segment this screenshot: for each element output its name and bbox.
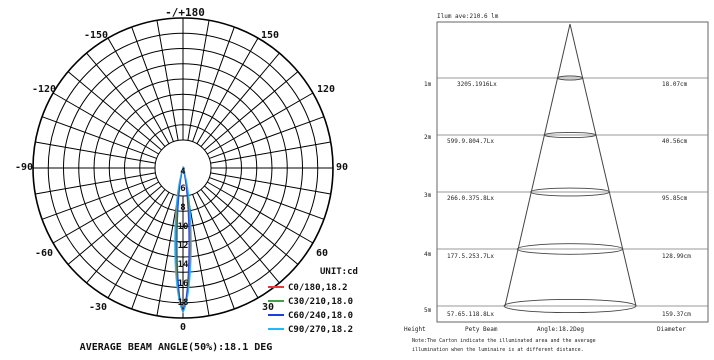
row-height-4: 4m [424, 251, 432, 258]
note-line-1: Note:The Carton indicate the illuminated… [412, 338, 596, 344]
angle-label-left: -90 [15, 162, 33, 173]
footer-angle: Angle:18.2Deg [537, 326, 584, 333]
cone-ellipse [516, 243, 624, 255]
cone-frame [436, 21, 709, 323]
radial-label-5: 14 [178, 260, 189, 270]
grid-spoke [200, 52, 280, 147]
grid-spoke [209, 116, 325, 159]
cone-border [436, 21, 709, 323]
angle-label-mid-upper-right: 120 [317, 84, 335, 95]
row-illuminance-3: 266.0.375.8Lx [447, 195, 494, 202]
angle-label-mid-upper-left: -120 [32, 84, 56, 95]
angle-label-top: -/+180 [165, 6, 205, 19]
grid-spoke [200, 189, 280, 284]
grid-spoke [210, 172, 331, 195]
footer-height: Height [404, 326, 426, 333]
grid-spoke [196, 191, 259, 299]
grid-spoke [156, 20, 179, 141]
radial-label-1: 6 [180, 184, 185, 194]
row-illuminance-5: 57.65.118.8Lx [447, 311, 494, 318]
row-illuminance-1: 3205.1916Lx [457, 81, 497, 88]
grid-spoke [35, 141, 156, 164]
angle-label-bottom-right: 30 [262, 302, 274, 313]
radial-label-6: 16 [178, 279, 189, 289]
row-diameter-4: 128.99cm [662, 253, 691, 260]
grid-spoke [107, 37, 170, 145]
grid-spoke [131, 26, 174, 142]
row-illuminance-2: 599.9.804.7Lx [447, 138, 494, 145]
light-distribution-curves [174, 165, 192, 314]
radial-label-4: 12 [178, 241, 189, 251]
beam-angle-caption: AVERAGE BEAM ANGLE(50%):18.1 DEG [80, 342, 273, 353]
legend-label-c30: C30/210,18.0 [288, 297, 353, 307]
angle-label-bottom: 0 [180, 322, 186, 333]
grid-spoke [35, 172, 156, 195]
grid-spoke [187, 195, 210, 316]
grid-spoke [187, 20, 210, 141]
grid-spoke [86, 189, 166, 284]
cone-ellipse [543, 131, 597, 139]
row-diameter-5: 159.37cm [662, 311, 691, 318]
row-height-1: 1m [424, 81, 432, 88]
legend-label-c60: C60/240,18.0 [288, 311, 353, 321]
cone-ellipse [530, 187, 610, 197]
angle-label-bottom-left: -30 [89, 302, 107, 313]
cone-ellipse [503, 298, 637, 314]
grid-spoke [192, 194, 235, 310]
grid-spoke [41, 116, 157, 159]
legend-label-c0: C0/180,18.2 [288, 283, 348, 293]
radial-label-0: 4 [180, 167, 186, 177]
cone-header: Ilum ave:210.6 lm [437, 13, 499, 20]
unit-label: UNIT:cd [320, 267, 358, 277]
grid-spoke [192, 26, 235, 142]
grid-spoke [67, 71, 162, 151]
grid-spoke [52, 92, 160, 155]
cone-edge-left [504, 23, 571, 307]
note-line-2: illumination when the luminaire is at di… [412, 347, 584, 353]
footer-beam: Pety Beam [465, 326, 498, 333]
grid-spoke [196, 37, 259, 145]
legend-label-c90: C90/270,18.2 [288, 325, 353, 335]
grid-spoke [107, 191, 170, 299]
polar-grid [32, 17, 334, 319]
grid-spoke [41, 177, 157, 220]
row-diameter-2: 40.56cm [662, 138, 688, 145]
polar-candela-diagram: -/+180 -150 150 -120 120 -90 90 -60 60 -… [15, 6, 358, 353]
row-diameter-1: 18.07cm [662, 81, 688, 88]
cone-ellipse [556, 75, 584, 81]
angle-label-lower-right: 60 [316, 248, 328, 259]
row-diameter-3: 95.85cm [662, 195, 688, 202]
grid-spoke [86, 52, 166, 147]
grid-spoke [131, 194, 174, 310]
grid-spoke [67, 185, 162, 265]
grid-spoke [204, 185, 299, 265]
row-illuminance-4: 177.5.253.7Lx [447, 253, 494, 260]
grid-spoke [209, 177, 325, 220]
grid-spoke [52, 181, 160, 244]
radial-label-7: 18 [178, 298, 189, 308]
angle-label-right: 90 [336, 162, 348, 173]
radial-label-3: 10 [178, 222, 189, 232]
cone-edge-right [569, 23, 637, 307]
radial-label-2: 8 [180, 203, 185, 213]
grid-spoke [156, 195, 179, 316]
row-height-5: 5m [424, 307, 432, 314]
angle-label-upper-right: 150 [261, 30, 279, 41]
beam-curve [174, 166, 192, 314]
grid-spoke [206, 181, 314, 244]
grid-spoke [210, 141, 331, 164]
footer-diameter: Diameter [657, 326, 686, 333]
legend: C0/180,18.2 C30/210,18.0 C60/240,18.0 C9… [268, 283, 353, 335]
grid-spoke [204, 71, 299, 151]
row-height-3: 3m [424, 192, 432, 199]
angle-label-upper-left: -150 [84, 30, 108, 41]
grid-spoke [206, 92, 314, 155]
row-height-2: 2m [424, 134, 432, 141]
angle-label-lower-left: -60 [35, 248, 53, 259]
